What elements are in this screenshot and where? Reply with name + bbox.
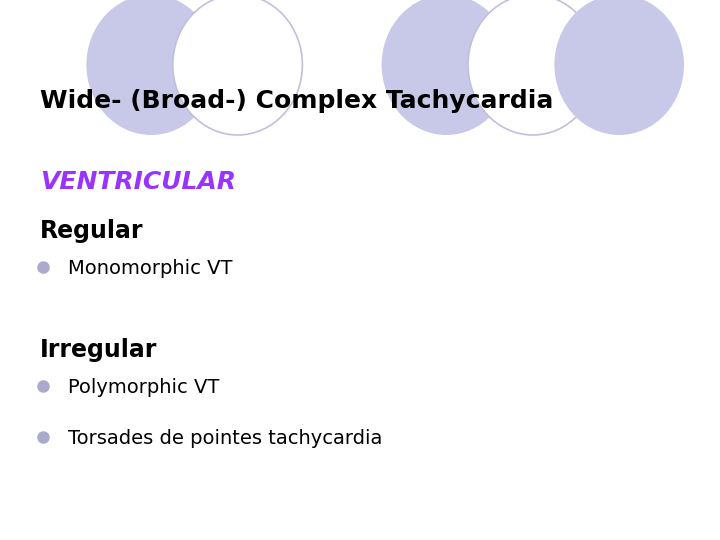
Ellipse shape [468, 0, 598, 135]
Text: Regular: Regular [40, 219, 143, 242]
Text: Irregular: Irregular [40, 338, 157, 361]
Text: Polymorphic VT: Polymorphic VT [68, 378, 220, 397]
Text: Monomorphic VT: Monomorphic VT [68, 259, 233, 278]
Ellipse shape [86, 0, 216, 135]
Ellipse shape [382, 0, 511, 135]
Text: Torsades de pointes tachycardia: Torsades de pointes tachycardia [68, 429, 383, 448]
Text: Wide- (Broad-) Complex Tachycardia: Wide- (Broad-) Complex Tachycardia [40, 89, 553, 113]
Ellipse shape [173, 0, 302, 135]
Ellipse shape [554, 0, 684, 135]
Text: VENTRICULAR: VENTRICULAR [40, 170, 235, 194]
